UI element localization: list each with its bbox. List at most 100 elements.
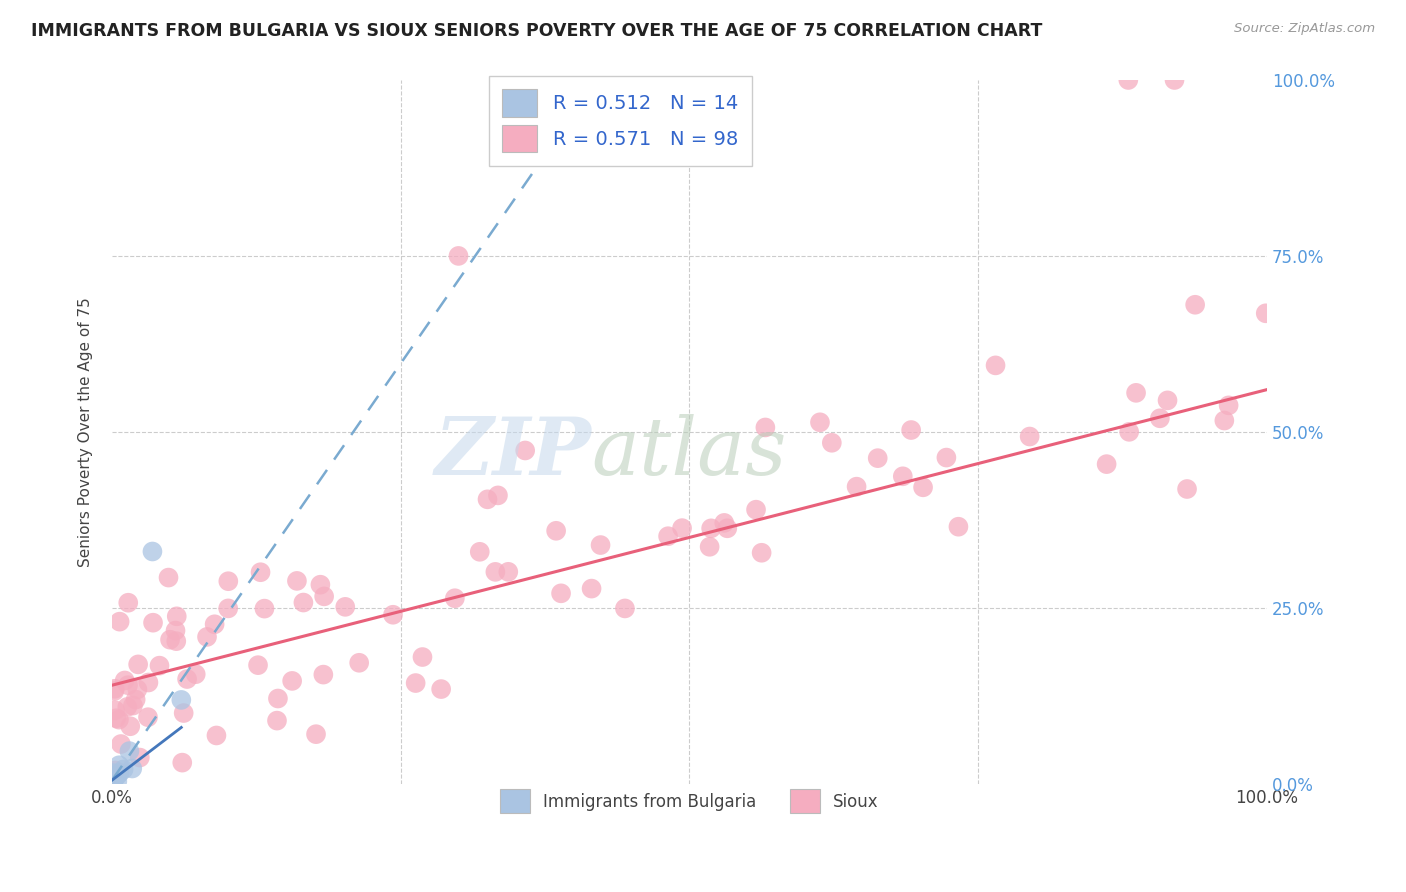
Point	[195, 630, 218, 644]
Point	[314, 590, 336, 604]
Point	[1163, 73, 1185, 87]
Point	[281, 673, 304, 688]
Point	[170, 693, 193, 707]
Point	[117, 596, 139, 610]
Point	[172, 756, 194, 770]
Point	[266, 714, 288, 728]
Point	[136, 710, 159, 724]
Text: atlas: atlas	[592, 414, 787, 491]
Point	[285, 574, 308, 588]
Point	[141, 544, 163, 558]
Point	[205, 729, 228, 743]
Point	[430, 682, 453, 697]
Point	[173, 706, 195, 720]
Point	[118, 744, 141, 758]
Point	[253, 601, 276, 615]
Point	[128, 750, 150, 764]
Point	[142, 615, 165, 630]
Point	[104, 764, 127, 778]
Point	[808, 415, 831, 429]
Point	[498, 565, 520, 579]
Point	[1218, 398, 1240, 412]
Point	[138, 675, 160, 690]
Point	[405, 676, 427, 690]
Point	[108, 765, 131, 780]
Point	[165, 624, 187, 638]
Point	[157, 571, 180, 585]
Point	[1175, 482, 1198, 496]
Point	[550, 586, 572, 600]
Point	[104, 681, 127, 696]
Point	[447, 249, 470, 263]
Point	[1018, 429, 1040, 443]
Point	[114, 673, 136, 688]
Point	[108, 758, 131, 772]
Point	[117, 700, 139, 714]
Point	[382, 607, 405, 622]
Point	[122, 698, 145, 713]
Point	[104, 772, 127, 786]
Point	[891, 469, 914, 483]
Point	[866, 451, 889, 466]
Point	[101, 775, 124, 789]
Point	[912, 480, 935, 494]
Point	[821, 435, 844, 450]
Point	[444, 591, 467, 606]
Point	[112, 763, 135, 777]
Point	[127, 682, 149, 697]
Point	[581, 582, 603, 596]
Point	[217, 601, 239, 615]
Point	[1213, 413, 1236, 427]
Point	[105, 711, 128, 725]
Point	[101, 775, 124, 789]
Point	[120, 719, 142, 733]
Point	[117, 678, 139, 692]
Point	[700, 521, 723, 535]
Point	[110, 737, 132, 751]
Point	[589, 538, 612, 552]
Point	[713, 516, 735, 530]
Point	[104, 703, 127, 717]
Point	[716, 521, 738, 535]
Point	[165, 634, 187, 648]
Text: IMMIGRANTS FROM BULGARIA VS SIOUX SENIORS POVERTY OVER THE AGE OF 75 CORRELATION: IMMIGRANTS FROM BULGARIA VS SIOUX SENIOR…	[31, 22, 1042, 40]
Point	[1095, 457, 1118, 471]
Point	[1116, 73, 1139, 87]
Point	[176, 672, 198, 686]
Point	[347, 656, 370, 670]
Point	[184, 667, 207, 681]
Point	[845, 480, 868, 494]
Point	[751, 546, 773, 560]
Point	[754, 420, 776, 434]
Point	[309, 577, 332, 591]
Point	[613, 601, 636, 615]
Text: ZIP: ZIP	[434, 414, 592, 491]
Point	[312, 667, 335, 681]
Point	[486, 488, 509, 502]
Y-axis label: Seniors Poverty Over the Age of 75: Seniors Poverty Over the Age of 75	[79, 297, 93, 566]
Point	[217, 574, 239, 589]
Point	[699, 540, 721, 554]
Point	[105, 768, 128, 782]
Point	[103, 684, 125, 698]
Point	[477, 492, 499, 507]
Point	[159, 632, 181, 647]
Text: Source: ZipAtlas.com: Source: ZipAtlas.com	[1234, 22, 1375, 36]
Legend: Immigrants from Bulgaria, Sioux: Immigrants from Bulgaria, Sioux	[488, 778, 890, 825]
Point	[484, 565, 506, 579]
Point	[247, 658, 270, 673]
Point	[1184, 298, 1206, 312]
Point	[948, 519, 970, 533]
Point	[671, 521, 693, 535]
Point	[267, 691, 290, 706]
Point	[204, 617, 226, 632]
Point	[249, 566, 271, 580]
Point	[292, 595, 315, 609]
Point	[1118, 425, 1140, 439]
Point	[166, 609, 188, 624]
Point	[1156, 393, 1178, 408]
Point	[127, 657, 149, 672]
Point	[105, 774, 128, 789]
Point	[546, 524, 568, 538]
Point	[1254, 306, 1277, 320]
